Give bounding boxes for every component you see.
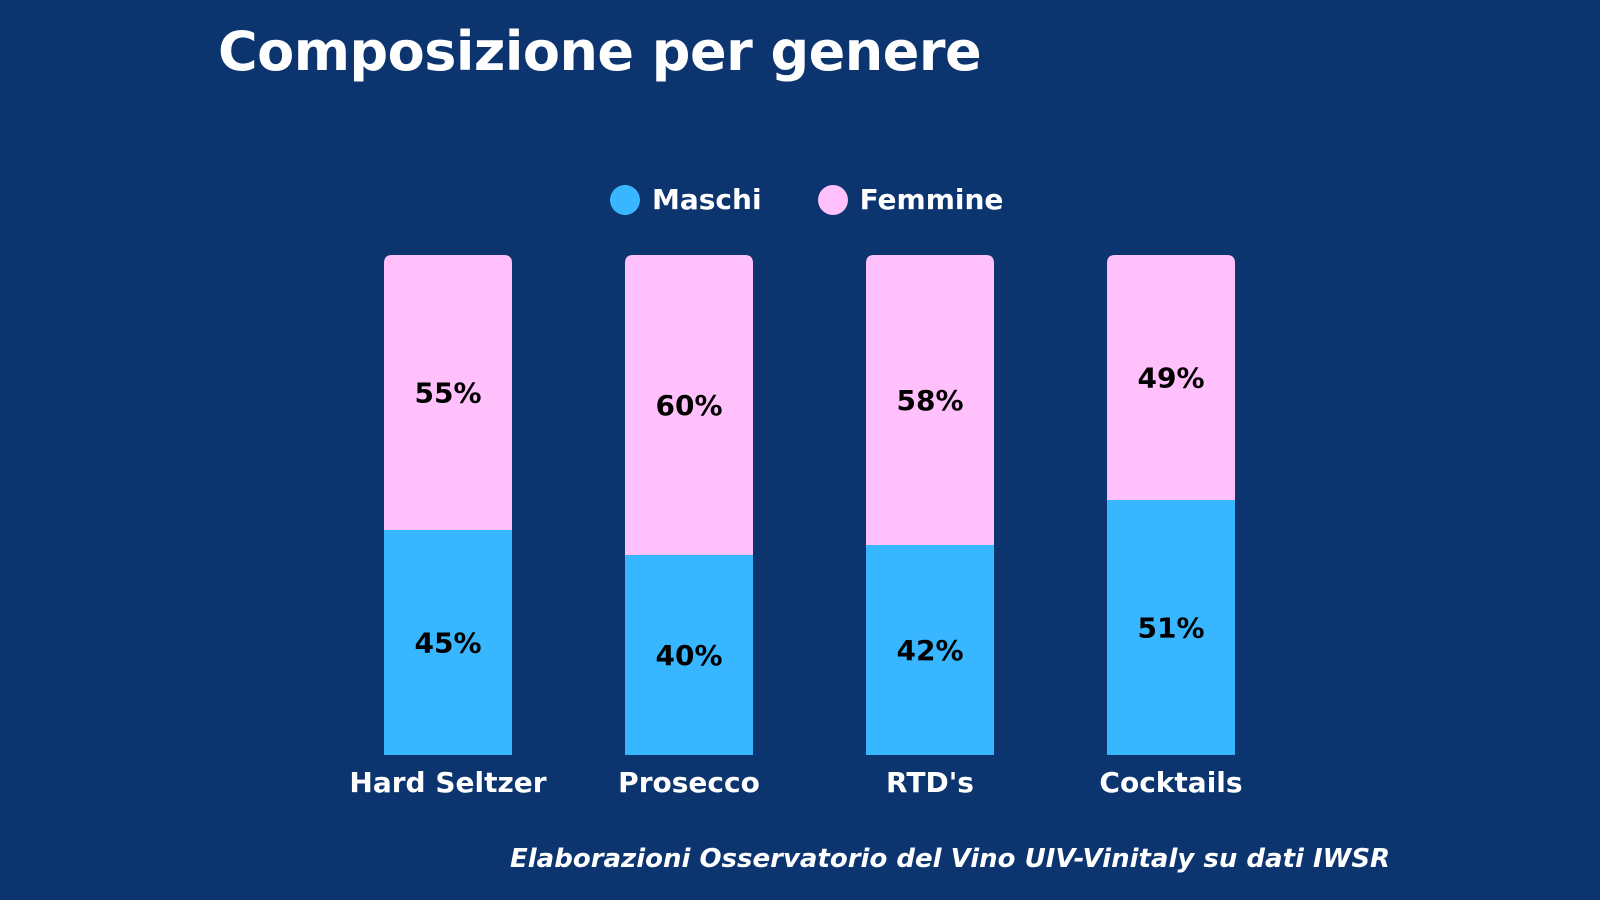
- category-label-cocktails: Cocktails: [1099, 766, 1242, 799]
- bar-group-prosecco: 60% 40% Prosecco: [618, 255, 760, 799]
- value-label-maschi-hard-seltzer: 45%: [414, 627, 481, 660]
- value-label-femmine-prosecco: 60%: [655, 389, 722, 422]
- bar-group-hard-seltzer: 55% 45% Hard Seltzer: [349, 255, 547, 799]
- bar-group-rtd-s: 58% 42% RTD's: [866, 255, 994, 799]
- value-label-maschi-cocktails: 51%: [1137, 612, 1204, 645]
- legend-label-femmine: Femmine: [859, 183, 1004, 216]
- category-label-prosecco: Prosecco: [618, 766, 760, 799]
- value-label-maschi-rtd-s: 42%: [896, 634, 963, 667]
- legend-item-maschi: Maschi: [610, 183, 762, 216]
- category-label-rtd-s: RTD's: [886, 766, 974, 799]
- bar-maschi-prosecco: [625, 555, 753, 755]
- legend-dot-maschi: [610, 184, 640, 215]
- bar-group-cocktails: 49% 51% Cocktails: [1099, 255, 1243, 799]
- bar-maschi-rtd-s: [866, 545, 994, 755]
- value-label-femmine-cocktails: 49%: [1137, 362, 1204, 395]
- value-label-maschi-prosecco: 40%: [655, 639, 722, 672]
- chart-title: Composizione per genere: [218, 20, 982, 83]
- legend-dot-femmine: [817, 184, 848, 215]
- source-note: Elaborazioni Osservatorio del Vino UIV-V…: [510, 844, 1391, 874]
- bar-femmine-cocktails: [1107, 255, 1235, 500]
- bar-femmine-rtd-s: [866, 255, 994, 545]
- value-label-femmine-rtd-s: 58%: [896, 384, 963, 417]
- legend-label-maschi: Maschi: [652, 183, 762, 216]
- bar-femmine-prosecco: [625, 255, 753, 555]
- chart-legend: Maschi Femmine: [610, 183, 1059, 216]
- category-label-hard-seltzer: Hard Seltzer: [349, 766, 546, 799]
- value-label-femmine-hard-seltzer: 55%: [414, 377, 481, 410]
- bar-femmine-hard-seltzer: [384, 255, 512, 530]
- legend-item-femmine: Femmine: [817, 183, 1004, 216]
- bar-maschi-cocktails: [1107, 500, 1235, 755]
- bar-maschi-hard-seltzer: [384, 530, 512, 755]
